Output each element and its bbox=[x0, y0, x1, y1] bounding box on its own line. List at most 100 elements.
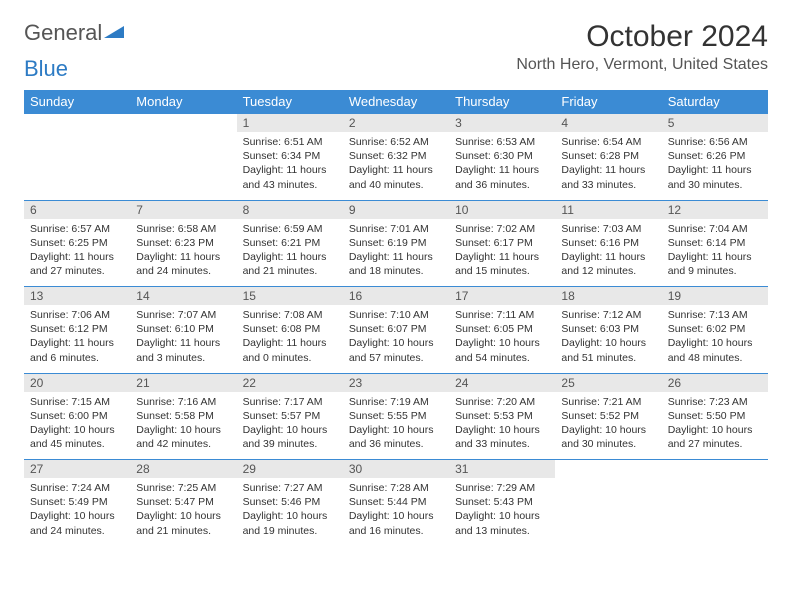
col-header: Wednesday bbox=[343, 90, 449, 114]
day-content-cell bbox=[130, 132, 236, 200]
day-content-cell bbox=[662, 478, 768, 546]
day-content-row: Sunrise: 7:06 AMSunset: 6:12 PMDaylight:… bbox=[24, 305, 768, 373]
col-header: Tuesday bbox=[237, 90, 343, 114]
daylight-text: Daylight: 11 hours and 21 minutes. bbox=[243, 250, 337, 278]
day-content-cell: Sunrise: 6:58 AMSunset: 6:23 PMDaylight:… bbox=[130, 219, 236, 287]
day-content-cell: Sunrise: 7:19 AMSunset: 5:55 PMDaylight:… bbox=[343, 392, 449, 460]
daylight-text: Daylight: 10 hours and 13 minutes. bbox=[455, 509, 549, 537]
sunset-text: Sunset: 6:05 PM bbox=[455, 322, 549, 336]
sunrise-text: Sunrise: 7:15 AM bbox=[30, 395, 124, 409]
sunrise-text: Sunrise: 6:59 AM bbox=[243, 222, 337, 236]
daylight-text: Daylight: 10 hours and 16 minutes. bbox=[349, 509, 443, 537]
day-number-cell: 2 bbox=[343, 114, 449, 133]
daylight-text: Daylight: 11 hours and 40 minutes. bbox=[349, 163, 443, 191]
sunrise-text: Sunrise: 7:17 AM bbox=[243, 395, 337, 409]
sunset-text: Sunset: 6:19 PM bbox=[349, 236, 443, 250]
col-header: Friday bbox=[555, 90, 661, 114]
day-content-cell: Sunrise: 7:16 AMSunset: 5:58 PMDaylight:… bbox=[130, 392, 236, 460]
day-content-row: Sunrise: 6:57 AMSunset: 6:25 PM Daylight:… bbox=[24, 219, 768, 287]
daylight-text: Daylight: 10 hours and 27 minutes. bbox=[668, 423, 762, 451]
sunset-text: Sunset: 6:21 PM bbox=[243, 236, 337, 250]
day-number-cell: 28 bbox=[130, 460, 236, 479]
day-content-cell: Sunrise: 7:23 AMSunset: 5:50 PMDaylight:… bbox=[662, 392, 768, 460]
sunset-text: Sunset: 6:26 PM bbox=[668, 149, 762, 163]
sunset-text: Sunset: 6:08 PM bbox=[243, 322, 337, 336]
sunset-text: Sunset: 5:50 PM bbox=[668, 409, 762, 423]
sunrise-text: Sunrise: 7:19 AM bbox=[349, 395, 443, 409]
day-content-cell: Sunrise: 7:17 AMSunset: 5:57 PMDaylight:… bbox=[237, 392, 343, 460]
sunset-text: Sunset: 5:46 PM bbox=[243, 495, 337, 509]
day-content-cell: Sunrise: 7:15 AMSunset: 6:00 PMDaylight:… bbox=[24, 392, 130, 460]
sunrise-text: Sunrise: 7:08 AM bbox=[243, 308, 337, 322]
daylight-text: Daylight: 10 hours and 39 minutes. bbox=[243, 423, 337, 451]
col-header: Sunday bbox=[24, 90, 130, 114]
day-number-cell: 1 bbox=[237, 114, 343, 133]
title-block: October 2024 North Hero, Vermont, United… bbox=[516, 20, 768, 74]
day-number-cell: 20 bbox=[24, 373, 130, 392]
day-content-cell: Sunrise: 7:04 AMSunset: 6:14 PMDaylight:… bbox=[662, 219, 768, 287]
day-number-cell bbox=[662, 460, 768, 479]
sunset-text: Sunset: 5:47 PM bbox=[136, 495, 230, 509]
sunrise-text: Sunrise: 7:16 AM bbox=[136, 395, 230, 409]
daylight-text: Daylight: 11 hours and 12 minutes. bbox=[561, 250, 655, 278]
daylight-text: Daylight: 10 hours and 19 minutes. bbox=[243, 509, 337, 537]
sunrise-text: Sunrise: 7:11 AM bbox=[455, 308, 549, 322]
sunrise-text: Sunrise: 7:28 AM bbox=[349, 481, 443, 495]
day-content-cell: Sunrise: 7:27 AMSunset: 5:46 PMDaylight:… bbox=[237, 478, 343, 546]
sunset-text: Sunset: 5:43 PM bbox=[455, 495, 549, 509]
day-content-cell: Sunrise: 6:52 AMSunset: 6:32 PMDaylight:… bbox=[343, 132, 449, 200]
sunset-text: Sunset: 6:17 PM bbox=[455, 236, 549, 250]
daylight-text: Daylight: 10 hours and 48 minutes. bbox=[668, 336, 762, 364]
daylight-text: Daylight: 10 hours and 57 minutes. bbox=[349, 336, 443, 364]
day-number-cell: 17 bbox=[449, 287, 555, 306]
day-number-cell: 29 bbox=[237, 460, 343, 479]
sunrise-text: Sunrise: 7:13 AM bbox=[668, 308, 762, 322]
day-number-cell: 11 bbox=[555, 200, 661, 219]
col-header: Saturday bbox=[662, 90, 768, 114]
sunrise-text: Sunrise: 6:57 AM bbox=[30, 222, 124, 236]
day-number-cell: 9 bbox=[343, 200, 449, 219]
day-content-cell: Sunrise: 6:57 AMSunset: 6:25 PMDaylight:… bbox=[24, 219, 130, 287]
sunset-text: Sunset: 6:34 PM bbox=[243, 149, 337, 163]
logo: General bbox=[24, 20, 124, 46]
day-number-cell: 21 bbox=[130, 373, 236, 392]
sunset-text: Sunset: 6:30 PM bbox=[455, 149, 549, 163]
sunset-text: Sunset: 6:12 PM bbox=[30, 322, 124, 336]
daylight-text: Daylight: 10 hours and 36 minutes. bbox=[349, 423, 443, 451]
daylight-text: Daylight: 10 hours and 21 minutes. bbox=[136, 509, 230, 537]
sunset-text: Sunset: 5:49 PM bbox=[30, 495, 124, 509]
sunrise-text: Sunrise: 6:58 AM bbox=[136, 222, 230, 236]
day-content-cell bbox=[24, 132, 130, 200]
sunset-text: Sunset: 6:25 PM bbox=[30, 236, 124, 250]
daylight-text: Daylight: 11 hours and 18 minutes. bbox=[349, 250, 443, 278]
sunset-text: Sunset: 6:03 PM bbox=[561, 322, 655, 336]
day-number-cell: 23 bbox=[343, 373, 449, 392]
sunrise-text: Sunrise: 7:02 AM bbox=[455, 222, 549, 236]
daylight-text: Daylight: 10 hours and 54 minutes. bbox=[455, 336, 549, 364]
day-number-cell: 31 bbox=[449, 460, 555, 479]
day-number-cell: 16 bbox=[343, 287, 449, 306]
daylight-text: Daylight: 11 hours and 36 minutes. bbox=[455, 163, 549, 191]
day-content-cell: Sunrise: 7:20 AMSunset: 5:53 PMDaylight:… bbox=[449, 392, 555, 460]
col-header: Monday bbox=[130, 90, 236, 114]
sunrise-text: Sunrise: 7:29 AM bbox=[455, 481, 549, 495]
sunset-text: Sunset: 5:55 PM bbox=[349, 409, 443, 423]
day-number-row: 20212223242526 bbox=[24, 373, 768, 392]
day-number-cell: 6 bbox=[24, 200, 130, 219]
day-number-cell: 4 bbox=[555, 114, 661, 133]
day-number-cell bbox=[130, 114, 236, 133]
sunrise-text: Sunrise: 7:27 AM bbox=[243, 481, 337, 495]
day-content-cell: Sunrise: 7:29 AMSunset: 5:43 PMDaylight:… bbox=[449, 478, 555, 546]
day-content-cell: Sunrise: 7:07 AMSunset: 6:10 PMDaylight:… bbox=[130, 305, 236, 373]
sunrise-text: Sunrise: 7:04 AM bbox=[668, 222, 762, 236]
daylight-text: Daylight: 11 hours and 6 minutes. bbox=[30, 336, 124, 364]
day-number-cell: 14 bbox=[130, 287, 236, 306]
logo-text-gray: General bbox=[24, 20, 102, 46]
calendar-table: Sunday Monday Tuesday Wednesday Thursday… bbox=[24, 90, 768, 546]
day-number-row: 12345 bbox=[24, 114, 768, 133]
daylight-text: Daylight: 11 hours and 33 minutes. bbox=[561, 163, 655, 191]
day-number-cell: 18 bbox=[555, 287, 661, 306]
day-content-cell: Sunrise: 6:53 AMSunset: 6:30 PMDaylight:… bbox=[449, 132, 555, 200]
sunrise-text: Sunrise: 7:25 AM bbox=[136, 481, 230, 495]
day-number-cell: 3 bbox=[449, 114, 555, 133]
